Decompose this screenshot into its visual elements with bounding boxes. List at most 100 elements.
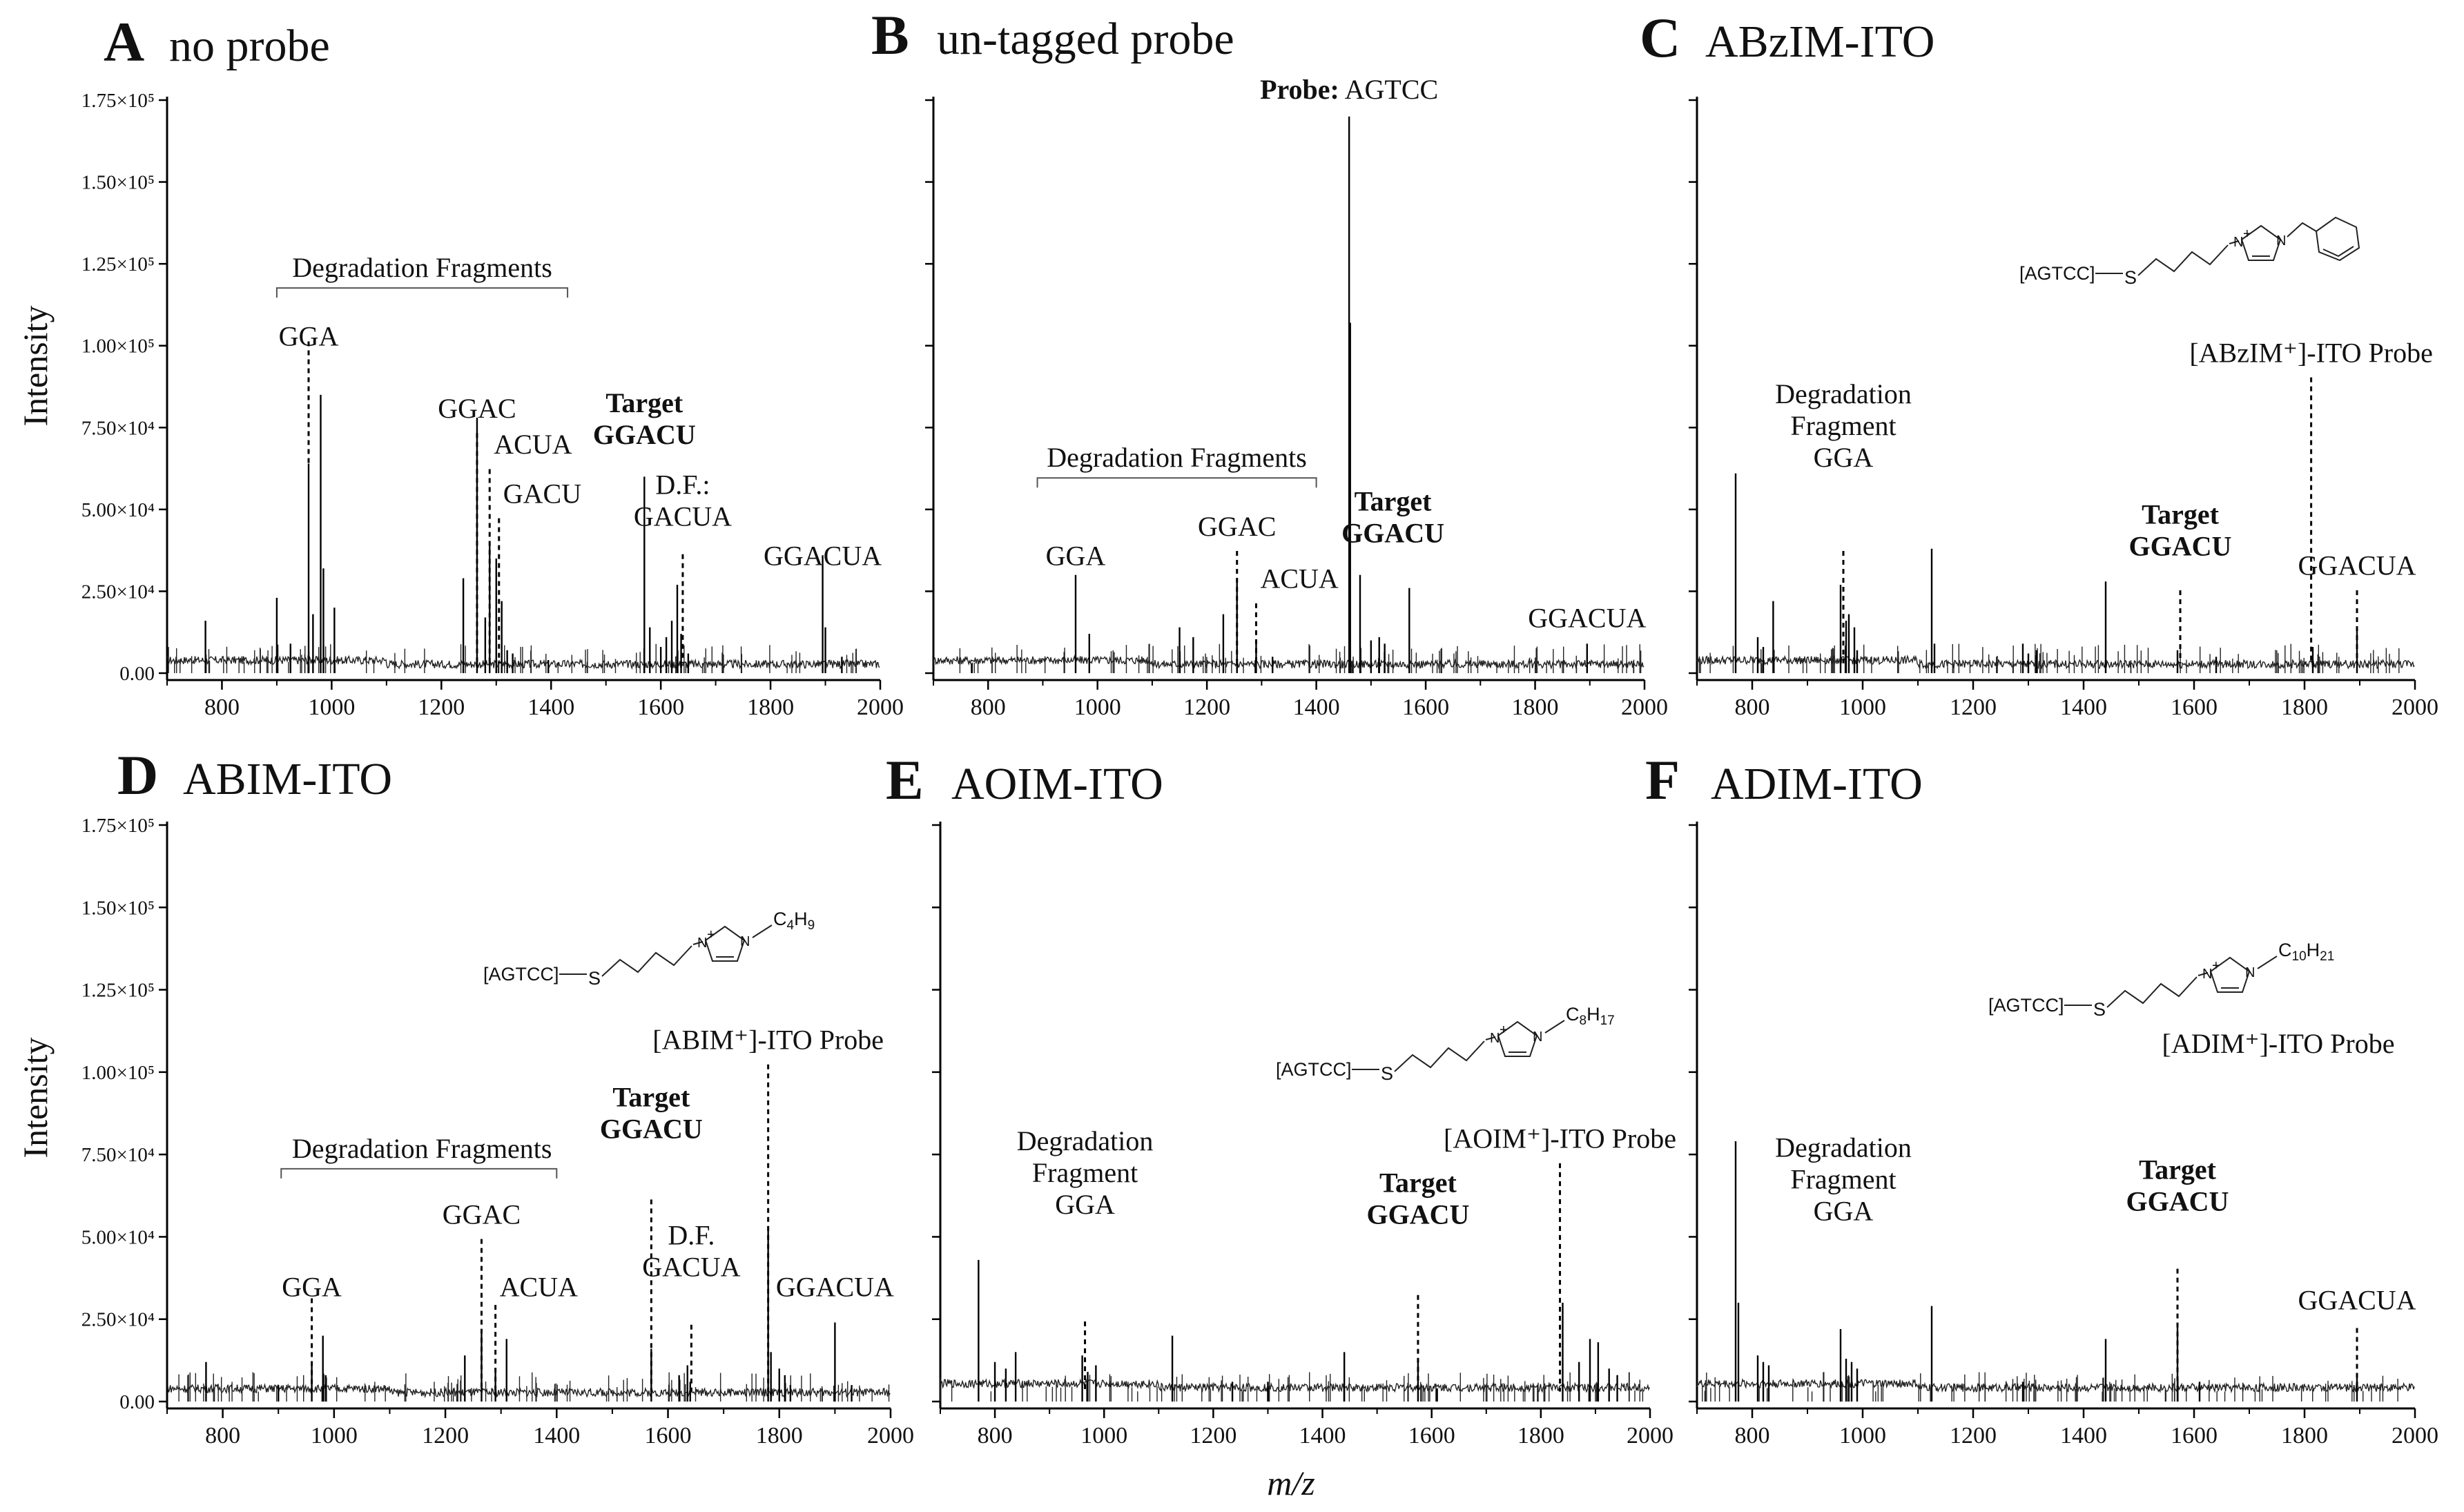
y-tick-label: 1.75×10⁵ [81,90,155,112]
x-tick-label: 800 [1735,695,1770,720]
annotation-text: [ABIM⁺]-ITO Probe [652,1024,884,1055]
x-tick-label: 1000 [308,695,355,720]
annotation-text: [AOIM⁺]-ITO Probe [1444,1123,1676,1154]
x-tick-label: 1400 [1299,1423,1346,1448]
x-tick-label: 1200 [422,1423,469,1448]
structure-tag: [AGTCC] [2019,263,2095,284]
panel-letter: E [886,748,924,811]
x-tick-label: 1600 [2171,695,2218,720]
y-tick-label: 0.00 [119,663,155,685]
y-tick-label: 2.50×10⁴ [81,581,155,603]
y-tick-label: 5.00×10⁴ [81,499,155,521]
panel-E: E AOIM-ITO 800 1000 1200 1400 1600 1800 2000 Degr… [886,748,1676,1448]
atom-n2: N [2245,965,2255,980]
panel-title: ABzIM-ITO [1705,17,1934,67]
annotation-text: ACUA [500,1271,578,1302]
annotation-text: Degradation [1017,1125,1154,1156]
annotation-2: GGAC [1198,511,1276,663]
bond [2229,240,2240,244]
atom-n2: N [2276,233,2286,249]
x-tick-label: 2000 [867,1423,914,1448]
x-tick-label: 800 [204,695,240,720]
structure-tag: [AGTCC] [1988,995,2064,1016]
atom-n2: N [1533,1029,1542,1045]
annotation-1: GGA [279,321,339,464]
x-tick-label: 800 [978,1423,1013,1448]
annotation-text: GGA [279,321,339,352]
annotation-2: GGAC [438,393,516,663]
x-tick-label: 2000 [1627,1423,1674,1448]
y-tick-label: 1.50×10⁵ [81,897,155,919]
x-tick-label: 2000 [2392,1423,2438,1448]
spectrum-baseline [166,1382,891,1399]
annotation-text: GGACU [1341,517,1444,548]
x-tick-label: 2000 [2392,695,2438,720]
annotation-text: Target [2142,498,2220,530]
x-tick-label: 2000 [1621,695,1668,720]
atom-n2: N [740,934,750,949]
panel-letter: B [871,3,909,66]
charge: + [2212,958,2220,973]
alkyl-chain_sub1: 8 [1580,1014,1587,1028]
annotation-2: [AOIM⁺]-ITO Probe [1444,1123,1676,1392]
atom-s: S [588,968,601,989]
y-tick-label: 7.50×10⁴ [81,417,155,439]
annotation-text: GGA [1814,1196,1874,1227]
annotation-text: ACUA [1260,563,1338,594]
annotation-text: Fragment [1790,410,1896,441]
annotation-text: Degradation Fragments [292,1133,552,1164]
alkyl-chain: C10H21 [2278,940,2334,964]
annotation-text: Fragment [1032,1157,1138,1188]
annotation-text: Target [2139,1154,2217,1185]
bond [2198,972,2209,976]
y-tick-label: 1.25×10⁵ [81,980,155,1002]
panel-D: D ABIM-ITO 0.00 2.50×10⁴ 5.00×10⁴ 7.50×10⁴ 1.0… [81,744,914,1448]
annotation-text: GGA [282,1271,342,1302]
x-tick-label: 1000 [1074,695,1121,720]
x-tick-label: 1400 [2060,695,2107,720]
annotation-7: GGACUA [764,540,882,571]
alkyl-bond [2257,956,2278,969]
annotation-text: GGA [1046,540,1106,571]
imidazolium-ring [1497,1020,1538,1057]
annotation-1: GGA [282,1271,342,1392]
x-tick-label: 1000 [1080,1423,1127,1448]
probe-label-sequence: AGTCC [1339,74,1438,105]
aromatic-bonds [2322,246,2354,258]
annotation-text: GGACU [2129,530,2232,561]
atom-n1: N [1490,1031,1500,1046]
annotation-text: Degradation Fragments [1047,442,1307,473]
annotation-2: GGAC [443,1199,521,1392]
alkyl-chain: C [2278,940,2292,960]
annotation-6: [ABIM⁺]-ITO Probe [652,1024,884,1392]
annotation-text: Fragment [1790,1164,1896,1195]
x-tick-label: 1200 [418,695,465,720]
annotation-4: GACU [498,478,581,663]
probe-label: Probe: AGTCC [1260,74,1438,105]
annotation-text: Degradation [1775,378,1912,409]
spectrum-baseline [166,655,880,670]
x-tick-label: 1400 [527,695,574,720]
x-tick-label: 1200 [1950,695,1997,720]
alkyl-chain_sub1: 4 [787,918,795,933]
x-tick-label: 1200 [1190,1423,1236,1448]
annotation-text: GGACUA [776,1271,894,1302]
alkyl-chain_sub2: 9 [808,918,815,933]
structure: [AGTCC] SN+ N [2019,216,2360,288]
x-tick-label: 1800 [747,695,794,720]
alkyl-chain: C8H17 [1566,1004,1615,1028]
propyl-chain [1394,1040,1485,1072]
panel-title: un-tagged probe [937,14,1234,64]
bond [692,941,704,945]
annotation-text: ACUA [494,429,572,460]
